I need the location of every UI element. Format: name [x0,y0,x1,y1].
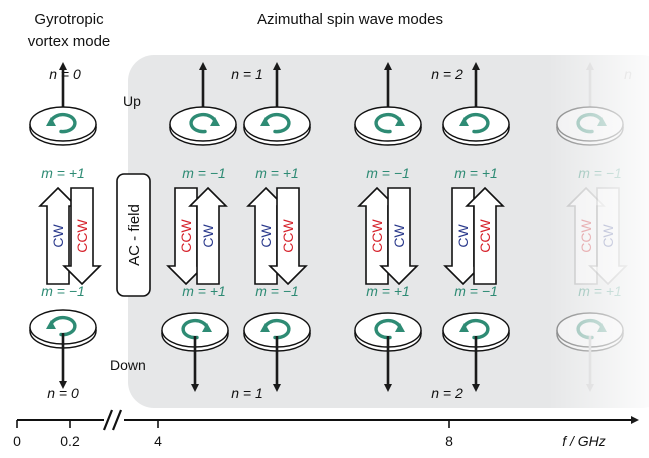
axis-tick-0-2: 0.2 [60,433,80,449]
m-label-bottom-3: m = +1 [366,283,410,299]
field-arrow-gyro-a-label: CW [50,224,66,248]
axis-label: f / GHz [562,433,606,449]
m-label-bottom-0: m = −1 [41,283,85,299]
right-fade [548,55,649,408]
up-label: Up [123,93,141,109]
field-arrow-az_n2_right-b: CCW [465,186,505,285]
axis-break-1 [102,409,114,431]
vortex-disk-top-3 [354,62,422,146]
field-arrow-az_n1_right-b-label: CCW [280,218,296,252]
rotation-icon [202,323,212,332]
n-label-gyro-top: n = 0 [49,66,81,82]
rotation-icon [395,323,405,332]
axis-tick-0: 0 [13,433,21,449]
m-label-bottom-4: m = −1 [454,283,498,299]
rotation-icon [46,320,56,329]
m-label-top-2: m = +1 [255,165,299,181]
azimuthal-title: Azimuthal spin wave modes [257,11,443,28]
axis-tick-4: 4 [154,433,162,449]
vortex-disk-bottom-0 [29,309,97,389]
vortex-disk-bottom-3 [354,312,422,392]
m-label-bottom-2: m = −1 [255,283,299,299]
n-label-az2-top: n = 2 [431,66,463,82]
down-label: Down [110,357,146,373]
field-arrow-az_n1_left-b: CW [188,186,228,285]
axis-break-2 [111,409,123,431]
field-arrow-az_n1_right-a-label: CW [258,224,274,248]
n-label-az2-bottom: n = 2 [431,385,463,401]
vortex-disk-top-0 [29,62,97,146]
vortex-disk-bottom-4 [442,312,510,392]
field-arrow-gyro-b: CCW [62,187,102,286]
m-label-top-3: m = −1 [366,165,410,181]
vortex-disk-bottom-2 [243,312,311,392]
vortex-disk-bottom-1 [161,312,229,392]
field-arrow-az_n1_left-b-label: CW [200,224,216,248]
field-arrow-az_n2_left-b-label: CW [391,224,407,248]
axis-tick-8: 8 [445,433,453,449]
field-arrow-az_n2_left-a-label: CCW [369,218,385,252]
field-arrow-az_n2_right-b-label: CCW [477,218,493,252]
vortex-disk-top-2 [243,62,311,146]
field-arrow-az_n1_left-a: CCW [166,187,206,286]
rotation-icon [46,117,56,126]
rotation-icon [459,117,469,126]
field-arrow-az_n1_right-a: CW [246,186,286,285]
rotation-icon [260,323,270,332]
n-label-az1-bottom: n = 1 [231,385,263,401]
gyrotropic-title-line1: Gyrotropic [34,11,104,28]
field-arrow-az_n2_right-a-label: CW [455,224,471,248]
field-arrow-az_n2_right-a: CW [443,187,483,286]
ac-field-box [116,173,151,297]
field-arrow-az_n2_left-b: CW [379,187,419,286]
ac-field-label: AC - field [126,204,143,266]
field-arrow-az_n1_left-a-label: CCW [178,218,194,252]
n-label-gyro-bottom: n = 0 [47,385,79,401]
vortex-disk-top-4 [442,62,510,146]
vortex-disk-top-1 [169,62,237,146]
rotation-icon [260,117,270,126]
m-label-top-4: m = +1 [454,165,498,181]
m-label-bottom-1: m = +1 [182,283,226,299]
m-label-top-1: m = −1 [182,165,226,181]
n-label-az1-top: n = 1 [231,66,263,82]
field-arrow-az_n1_right-b: CCW [268,187,308,286]
field-arrow-gyro-b-label: CCW [74,218,90,252]
m-label-top-0: m = +1 [41,165,85,181]
rotation-icon [210,117,220,126]
gyrotropic-title-line2: vortex mode [28,33,111,50]
frequency-axis: 0 0.2 4 8 f / GHz [13,409,639,449]
rotation-icon [395,117,405,126]
rotation-icon [459,323,469,332]
